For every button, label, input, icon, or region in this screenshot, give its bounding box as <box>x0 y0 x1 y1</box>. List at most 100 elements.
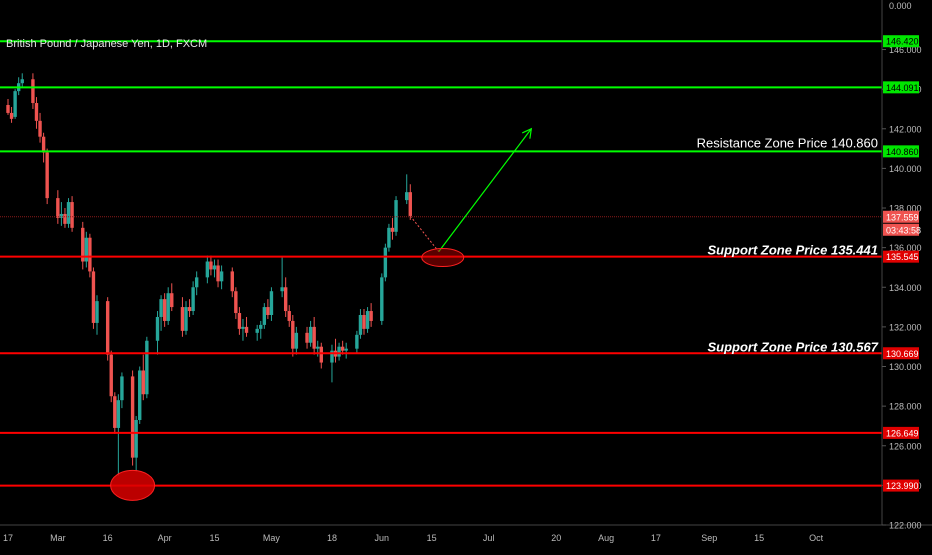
time-tick-label: Sep <box>701 533 717 543</box>
candle-body <box>187 307 192 312</box>
price-tick-label: 122.000 <box>889 521 922 531</box>
candle-body <box>355 334 359 349</box>
price-tag-label: 146.420 <box>886 37 919 47</box>
price-tag-bg <box>883 145 919 158</box>
candle-body <box>319 346 323 363</box>
candle-body <box>255 328 259 333</box>
candle-body <box>141 370 145 395</box>
price-tag-bg <box>883 210 919 223</box>
bull-candle <box>191 281 195 315</box>
bear-candle <box>162 293 167 327</box>
candle-body <box>344 348 348 351</box>
candle-body <box>209 261 213 270</box>
time-tick-label: 17 <box>651 533 661 543</box>
bear-candle <box>63 208 67 228</box>
price-tag-label: 03:43:58 <box>886 225 921 235</box>
candle-body <box>9 112 14 119</box>
time-axis[interactable]: 17 Mar 16 Apr 15 May 18 Jun 15 Jul 20 Aug 17 Sep 15 Oct <box>3 533 824 543</box>
bear-candle <box>170 283 174 312</box>
candle-body <box>269 291 274 315</box>
support-price-tag: 126.649 <box>883 426 919 439</box>
time-tick-label: 18 <box>327 533 337 543</box>
bull-candle <box>294 326 299 355</box>
candle-body <box>380 277 384 321</box>
time-tick-label: 16 <box>103 533 113 543</box>
candle-body <box>159 299 163 317</box>
candle-body <box>134 420 138 458</box>
candle-body <box>145 340 149 395</box>
candle-body <box>31 79 35 104</box>
candle-body <box>155 316 160 341</box>
candle-body <box>138 370 142 420</box>
candle-body <box>330 350 334 363</box>
time-tick-label: 20 <box>551 533 561 543</box>
candle-body <box>390 227 395 232</box>
bear-candle <box>180 297 185 337</box>
candle-body <box>365 311 370 329</box>
price-tag-label: 140.860 <box>886 147 919 157</box>
price-tag-bg <box>883 347 919 360</box>
bull-candle <box>383 243 388 282</box>
candle-body <box>56 198 60 218</box>
candle-body <box>294 332 299 349</box>
bear-candle <box>70 196 74 232</box>
candle-body <box>394 200 398 232</box>
candle-body <box>20 79 24 84</box>
candle-body <box>91 271 96 323</box>
bull-candle <box>262 303 267 329</box>
bear-candle <box>283 277 288 317</box>
candle-body <box>305 332 309 343</box>
time-tick-label: 15 <box>209 533 219 543</box>
bear-candle <box>105 297 110 361</box>
price-tag-label: 135.545 <box>886 252 919 262</box>
support-price-tag: 123.990 <box>883 479 919 492</box>
candle-body <box>13 91 17 117</box>
bull-candle <box>394 196 398 236</box>
bull-candle <box>212 259 217 278</box>
bear-candle <box>81 221 85 270</box>
projection-arrow-head <box>521 127 533 139</box>
bear-candle <box>38 112 42 143</box>
candle-body <box>88 237 92 272</box>
bull-candle <box>13 89 17 119</box>
candle-body <box>358 315 363 335</box>
bull-candle <box>358 309 363 339</box>
bull-candle <box>365 307 370 333</box>
bear-candle <box>45 148 49 205</box>
resistance-price-tag: 144.091 <box>883 81 919 94</box>
bull-candle <box>269 287 274 321</box>
bear-candle <box>390 217 395 240</box>
candle-body <box>291 320 295 349</box>
bull-candle <box>280 257 284 298</box>
candle-body <box>262 307 267 325</box>
price-tick-label: 138.000 <box>889 204 922 214</box>
candle-body <box>180 307 185 331</box>
price-tick-label: 132.000 <box>889 322 922 332</box>
time-tick-label: Jul <box>483 533 495 543</box>
bull-candle <box>95 295 99 335</box>
zone-annotation: Resistance Zone Price 140.860 <box>697 135 878 150</box>
candle-body <box>287 311 291 321</box>
price-tag-bg <box>883 223 919 236</box>
levels-layer <box>0 40 882 487</box>
bear-candle <box>319 342 323 369</box>
bull-candle <box>308 320 313 347</box>
candle-body <box>41 136 46 153</box>
bear-candle <box>312 316 316 355</box>
price-tick-label: 134.000 <box>889 283 922 293</box>
candle-body <box>241 326 245 329</box>
bear-candle <box>130 370 135 466</box>
candle-body <box>337 346 341 357</box>
time-tick-label: 15 <box>754 533 764 543</box>
candle-body <box>259 324 263 329</box>
bear-candle <box>56 190 60 224</box>
candle-body <box>340 346 345 351</box>
price-axis-top-label: 0.000 <box>889 1 912 11</box>
candle-body <box>362 315 366 329</box>
bull-candle <box>205 255 210 284</box>
candle-body <box>194 277 199 288</box>
candle-body <box>408 192 412 216</box>
candle-body <box>105 301 110 355</box>
